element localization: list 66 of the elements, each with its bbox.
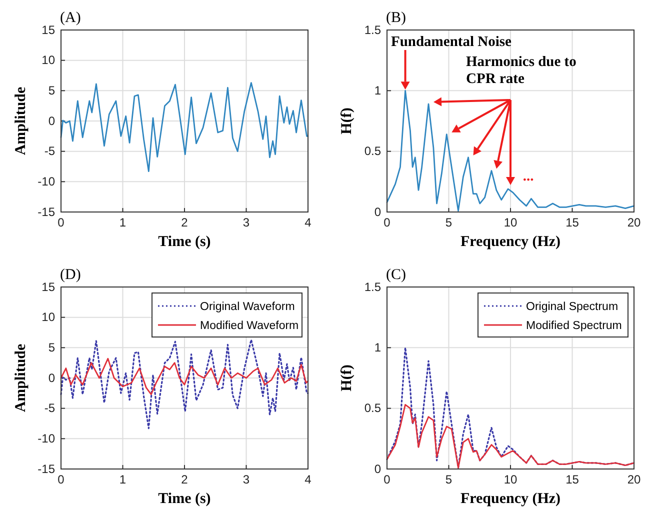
y-axis-title: H(f)	[339, 364, 355, 392]
y-tick-label: 5	[48, 340, 56, 355]
annotation: ...	[522, 168, 534, 184]
legend-label: Modified Spectrum	[526, 320, 622, 332]
legend-label: Original Waveform	[200, 301, 295, 313]
x-tick-label: 1	[119, 472, 126, 487]
x-tick-label: 15	[566, 216, 580, 230]
y-axis-title: Amplitude	[13, 343, 29, 412]
chart-title: (D)	[60, 267, 81, 283]
annotation: Fundamental Noise	[391, 34, 512, 50]
y-tick-label: -10	[38, 174, 56, 189]
x-tick-label: 3	[242, 216, 250, 230]
chart-title: (B)	[386, 10, 406, 26]
x-tick-label: 5	[445, 472, 452, 487]
y-tick-label: 10	[42, 310, 56, 324]
y-tick-label: 0	[48, 370, 56, 385]
y-tick-label: 1	[374, 84, 382, 98]
x-tick-label: 4	[304, 472, 312, 487]
y-tick-label: 0.5	[364, 144, 382, 158]
y-tick-label: 5	[48, 84, 56, 98]
x-tick-label: 0	[58, 472, 65, 487]
x-tick-label: 2	[181, 216, 188, 230]
y-tick-label: 15	[42, 22, 56, 37]
x-tick-label: 20	[627, 216, 641, 230]
y-tick-label: -5	[44, 401, 56, 416]
y-axis-title: H(f)	[339, 108, 355, 134]
line-series	[60, 358, 309, 396]
y-tick-label: 0	[374, 204, 382, 219]
y-tick-label: 15	[42, 280, 56, 294]
x-axis-title: Frequency (Hz)	[460, 491, 561, 507]
y-tick-label: 1	[374, 340, 382, 355]
line-series	[386, 404, 635, 468]
y-tick-label: 0.5	[364, 401, 382, 416]
x-tick-label: 4	[304, 216, 312, 230]
x-tick-label: 5	[445, 216, 452, 230]
y-tick-label: -15	[38, 462, 56, 476]
line-series	[60, 82, 309, 172]
x-axis-title: Time (s)	[158, 491, 211, 507]
annotation: Harmonics due to CPR rate	[466, 54, 576, 87]
x-tick-label: 0	[384, 216, 391, 230]
chart-title: (A)	[60, 10, 81, 26]
x-axis-title: Time (s)	[158, 234, 211, 250]
line-series	[386, 346, 635, 469]
y-tick-label: -5	[44, 144, 56, 158]
y-axis-title: Amplitude	[13, 86, 29, 156]
x-tick-label: 15	[566, 472, 580, 487]
x-tick-label: 10	[504, 472, 518, 487]
x-tick-label: 3	[242, 472, 250, 487]
y-tick-label: 0	[374, 462, 382, 476]
chart-title: (C)	[386, 267, 406, 283]
x-tick-label: 10	[504, 216, 518, 230]
y-tick-label: 1.5	[364, 280, 382, 294]
x-tick-label: 2	[181, 472, 188, 487]
x-tick-label: 0	[58, 216, 65, 230]
y-tick-label: -10	[38, 432, 56, 446]
x-tick-label: 1	[119, 216, 126, 230]
y-tick-label: 1.5	[364, 22, 382, 37]
x-tick-label: 20	[627, 472, 641, 487]
x-tick-label: 0	[384, 472, 391, 487]
y-tick-label: 10	[42, 53, 56, 68]
line-series	[60, 338, 309, 430]
legend-label: Modified Waveform	[200, 320, 299, 332]
y-tick-label: -15	[38, 204, 56, 219]
y-tick-label: 0	[48, 114, 56, 128]
legend-label: Original Spectrum	[526, 301, 618, 313]
x-axis-title: Frequency (Hz)	[460, 234, 561, 250]
